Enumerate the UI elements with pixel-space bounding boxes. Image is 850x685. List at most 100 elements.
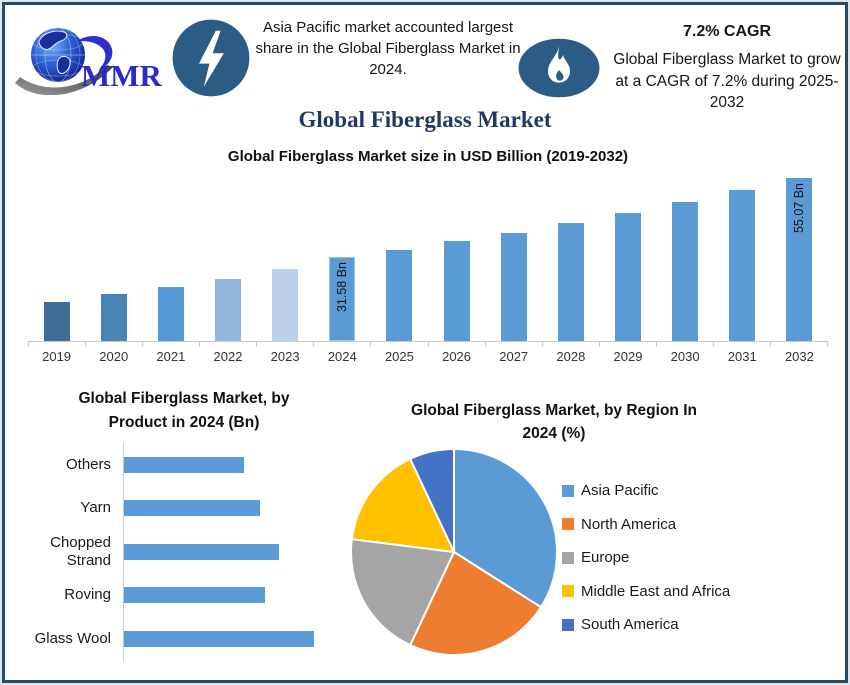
axis-tick: [200, 342, 258, 347]
legend-marker: [562, 551, 574, 564]
axis-tick: [486, 342, 543, 347]
product-row-others: Others: [19, 443, 349, 487]
bar-column-2022: [199, 171, 256, 341]
cagr-block: 7.2% CAGR Global Fiberglass Market to gr…: [605, 23, 849, 114]
axis-tick: [86, 342, 144, 347]
bar-2024: 31.58 Bn: [329, 257, 356, 341]
x-axis-label-2030: 2030: [670, 349, 700, 364]
bar-column-2025: [371, 171, 428, 341]
legend-item-south-america: South America: [562, 608, 730, 642]
x-axis-label-2029: 2029: [613, 349, 643, 364]
logo-swoosh-blue: [77, 35, 113, 70]
bar-2029: [614, 213, 641, 341]
product-chart-title: Global Fiberglass Market, by Product in …: [78, 390, 290, 431]
globe-icon: [31, 27, 85, 83]
legend-item-europe: Europe: [562, 541, 730, 575]
legend-label: North America: [581, 515, 677, 533]
x-axis-label-2027: 2027: [499, 349, 529, 364]
bar-2031: [729, 190, 756, 341]
legend-marker: [562, 518, 574, 531]
axis-tick: [314, 342, 372, 347]
legend-marker: [562, 484, 574, 497]
logo-text: MMR: [81, 58, 163, 93]
mmr-logo: MMR: [15, 27, 163, 95]
legend-label: South America: [581, 616, 679, 634]
x-axis-label-2022: 2022: [213, 349, 243, 364]
bar-column-2020: [85, 171, 142, 341]
product-bar: [124, 543, 279, 560]
x-axis-label-2021: 2021: [156, 349, 186, 364]
product-row-chopped-strand: Chopped Strand: [19, 530, 349, 574]
bar-2026: [443, 241, 470, 341]
product-row-yarn: Yarn: [19, 486, 349, 530]
data-label-2024: 31.58 Bn: [335, 262, 350, 313]
bar-2027: [500, 233, 527, 341]
product-label: Glass Wool: [34, 629, 111, 647]
bar-column-2031: [714, 171, 771, 341]
axis-tick: [657, 342, 714, 347]
legend-item-north-america: North America: [562, 508, 730, 542]
product-chart-rows: Others Yarn Chopped Strand Roving Glass Wool: [19, 443, 349, 661]
axis-tick: [29, 342, 87, 347]
data-label-2032: 55.07 Bn: [792, 183, 807, 234]
bar-column-2026: [428, 171, 485, 341]
legend-label: Europe: [581, 549, 630, 567]
bar-column-2032: 55.07 Bn: [771, 171, 828, 341]
bar-2028: [557, 223, 584, 341]
axis-tick: [600, 342, 657, 347]
x-axis-labels: 2019 2020 2021 2022 2023 2024 2025 2026 2027 2028…: [28, 349, 828, 364]
region-pie: [350, 447, 558, 656]
page-title: Global Fiberglass Market: [298, 107, 552, 132]
axis-tick: [257, 342, 315, 347]
bar-2030: [672, 202, 699, 341]
bar-2025: [386, 250, 413, 341]
bar-column-2029: [599, 171, 656, 341]
x-axis-label-2024: 2024: [327, 349, 357, 364]
product-label: Yarn: [80, 499, 111, 517]
product-label: Others: [65, 455, 111, 473]
axis-tick: [771, 342, 829, 347]
product-label: Chopped Strand: [50, 533, 111, 569]
bar-2032: 55.07 Bn: [786, 178, 813, 341]
bar-column-2030: [657, 171, 714, 341]
product-row-roving: Roving: [19, 573, 349, 617]
bar-column-2028: [542, 171, 599, 341]
product-bar-area: [123, 530, 349, 574]
bar-2023: [272, 269, 299, 341]
region-chart-title: Global Fiberglass Market, by Region In 2…: [411, 402, 697, 442]
product-bar: [124, 630, 314, 647]
x-axis: [28, 341, 829, 347]
pie-slice-south-america: [408, 447, 455, 553]
market-size-chart-title: Global Fiberglass Market size in USD Bil…: [227, 148, 629, 165]
product-chart: Global Fiberglass Market, by Product in …: [19, 387, 349, 661]
x-axis-label-2031: 2031: [727, 349, 757, 364]
product-bar: [124, 587, 265, 604]
product-bar-area: [123, 617, 349, 661]
region-legend: Asia Pacific North America Europe Middle Ea…: [562, 474, 730, 642]
legend-marker: [562, 618, 574, 631]
legend-item-asia-pacific: Asia Pacific: [562, 474, 730, 508]
market-size-chart: Global Fiberglass Market size in USD Bil…: [28, 148, 829, 364]
bar-column-2024: 31.58 Bn: [314, 171, 371, 341]
product-bar-area: [123, 486, 349, 530]
bar-2021: [157, 287, 184, 341]
x-axis-label-2028: 2028: [556, 349, 586, 364]
x-axis-label-2020: 2020: [99, 349, 129, 364]
x-axis-label-2026: 2026: [442, 349, 472, 364]
bar-column-2019: [28, 171, 85, 341]
logo-swoosh-gray: [15, 65, 113, 95]
x-axis-label-2025: 2025: [384, 349, 414, 364]
lightning-icon: [172, 19, 250, 97]
product-row-glass-wool: Glass Wool: [19, 617, 349, 661]
cagr-note: Global Fiberglass Market to grow at a CA…: [613, 51, 841, 111]
bar-column-2023: [257, 171, 314, 341]
pie-slice-europe: [350, 537, 456, 647]
x-axis-label-2023: 2023: [270, 349, 300, 364]
x-axis-label-2032: 2032: [784, 349, 814, 364]
cagr-value: 7.2% CAGR: [682, 23, 772, 40]
bar-2022: [214, 279, 241, 341]
bar-column-2021: [142, 171, 199, 341]
bar-column-2027: [485, 171, 542, 341]
region-chart: Global Fiberglass Market, by Region In 2…: [344, 399, 844, 656]
pie-slice-middle-east-and-africa: [350, 457, 456, 554]
